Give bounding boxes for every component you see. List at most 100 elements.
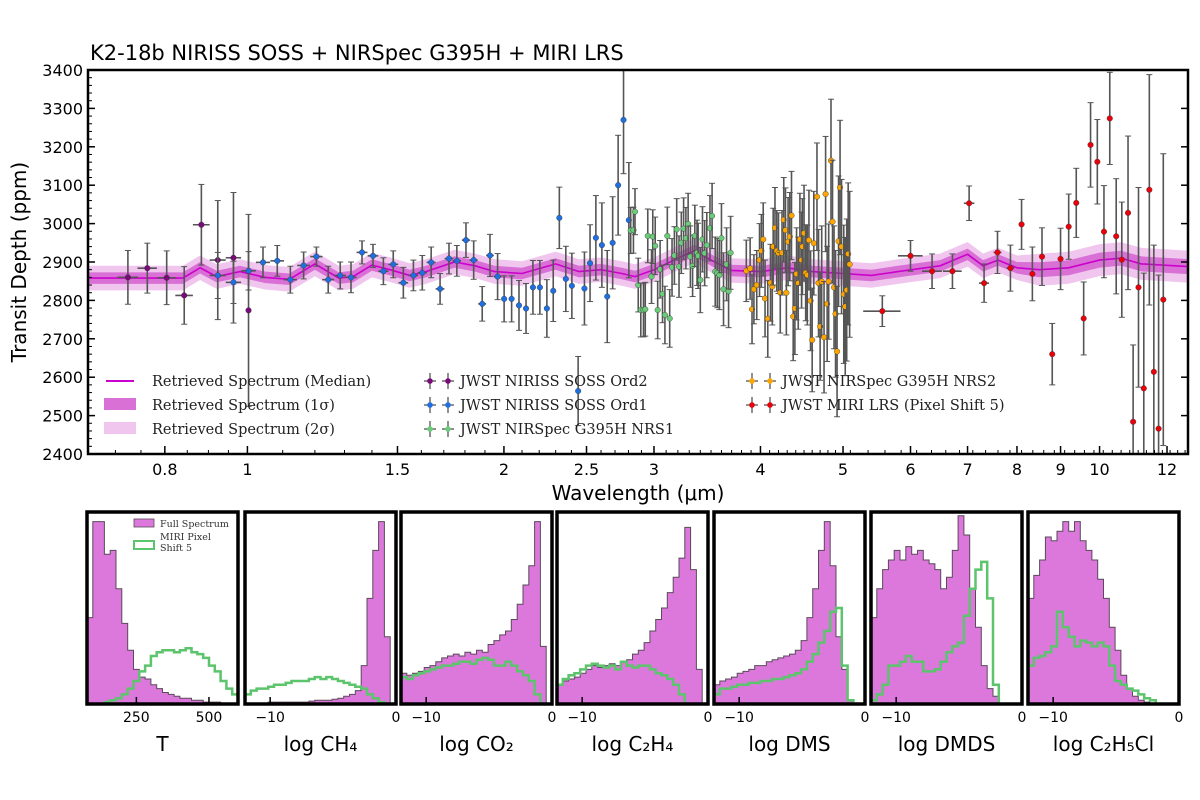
x-tick-label: 10	[1089, 460, 1109, 479]
data-point	[666, 315, 673, 322]
data-point	[359, 249, 366, 256]
legend-marker	[445, 426, 451, 432]
data-point	[543, 305, 550, 312]
data-point	[1007, 265, 1014, 272]
legend-marker	[767, 378, 773, 384]
data-point	[783, 289, 790, 296]
data-point	[390, 261, 397, 268]
sigma1-band	[88, 244, 1188, 285]
miri-histogram	[399, 656, 552, 706]
y-tick-label: 2500	[42, 407, 83, 426]
data-point	[598, 242, 605, 249]
series-1	[209, 70, 632, 427]
data-point	[654, 307, 661, 314]
hist-tick-label: 250	[123, 710, 150, 726]
legend-sigma1-swatch	[104, 398, 136, 410]
full-spectrum-histogram	[245, 521, 396, 705]
hist-tick-label: 0	[548, 710, 557, 726]
full-spectrum-histogram	[400, 521, 552, 705]
data-point	[536, 284, 543, 291]
data-point	[300, 262, 307, 269]
panel-frame	[399, 510, 554, 706]
x-tick-label: 1	[242, 460, 252, 479]
data-point	[260, 259, 267, 266]
data-point	[163, 274, 170, 281]
data-point	[245, 267, 252, 274]
data-point	[144, 265, 151, 272]
data-point	[437, 285, 444, 292]
full-spectrum-histogram	[86, 521, 238, 705]
data-point	[1146, 186, 1153, 193]
data-point	[620, 116, 627, 123]
x-tick-label: 2.5	[574, 460, 599, 479]
hist-legend-label: MIRI Pixel	[160, 532, 211, 543]
panel-frame	[712, 510, 867, 706]
data-point	[462, 237, 469, 244]
data-point	[709, 212, 716, 219]
data-point	[1140, 385, 1147, 392]
y-tick-label: 3000	[42, 215, 83, 234]
data-point	[703, 242, 710, 249]
data-point	[1118, 256, 1125, 263]
hist-tick-label: −10	[724, 710, 754, 726]
data-point	[1100, 228, 1107, 235]
y-tick-label: 2800	[42, 291, 83, 310]
data-point	[124, 274, 131, 281]
data-point	[1018, 221, 1025, 228]
data-point	[568, 282, 575, 289]
data-point	[652, 242, 659, 249]
data-point	[966, 200, 973, 207]
data-point	[809, 336, 816, 343]
data-point	[592, 234, 599, 241]
legend-marker	[427, 378, 433, 384]
hist-tick-label: 0	[861, 710, 870, 726]
data-point	[981, 280, 988, 287]
data-point	[697, 277, 704, 284]
x-tick-label: 9	[1055, 460, 1065, 479]
data-point	[1125, 209, 1132, 216]
data-point	[879, 308, 886, 315]
hist-xlabel: log C₂H₄	[592, 732, 674, 756]
panel-frame	[243, 510, 398, 706]
data-point	[508, 295, 515, 302]
data-point	[529, 284, 536, 291]
data-point	[615, 182, 622, 189]
miri-histogram	[869, 560, 1022, 706]
x-tick-label: 0.8	[152, 460, 177, 479]
y-axis-label: Transit Depth (ppm)	[7, 162, 31, 363]
histogram-panel-0: 250 500 T	[85, 510, 240, 756]
data-point	[550, 287, 557, 294]
data-point	[1087, 141, 1094, 148]
data-point	[725, 288, 732, 295]
x-axis-label: Wavelength (μm)	[552, 481, 725, 505]
data-point	[929, 268, 936, 275]
data-point	[445, 255, 452, 262]
data-point	[685, 220, 692, 227]
data-point	[380, 268, 387, 275]
panel-frame	[85, 510, 240, 706]
data-point	[348, 274, 355, 281]
data-point	[1135, 284, 1142, 291]
x-tick-label: 5	[838, 460, 848, 479]
data-point	[486, 252, 493, 259]
data-point	[470, 257, 477, 264]
data-point	[313, 253, 320, 260]
data-point	[673, 226, 680, 233]
miri-histogram	[1026, 610, 1179, 706]
data-point	[994, 249, 1001, 256]
data-point	[1130, 418, 1137, 425]
legend-marker	[749, 402, 755, 408]
data-point	[587, 260, 594, 267]
x-tick-label: 4	[755, 460, 765, 479]
legend-sigma2-swatch	[104, 422, 136, 434]
data-point	[609, 239, 616, 246]
hist-tick-label: −10	[881, 710, 911, 726]
legend-marker	[427, 402, 433, 408]
data-point	[181, 292, 188, 299]
hist-xlabel: log CH₄	[284, 732, 358, 756]
x-tick-label: 7	[962, 460, 972, 479]
y-tick-label: 3400	[42, 61, 83, 80]
data-point	[760, 236, 767, 243]
data-point	[747, 265, 754, 272]
